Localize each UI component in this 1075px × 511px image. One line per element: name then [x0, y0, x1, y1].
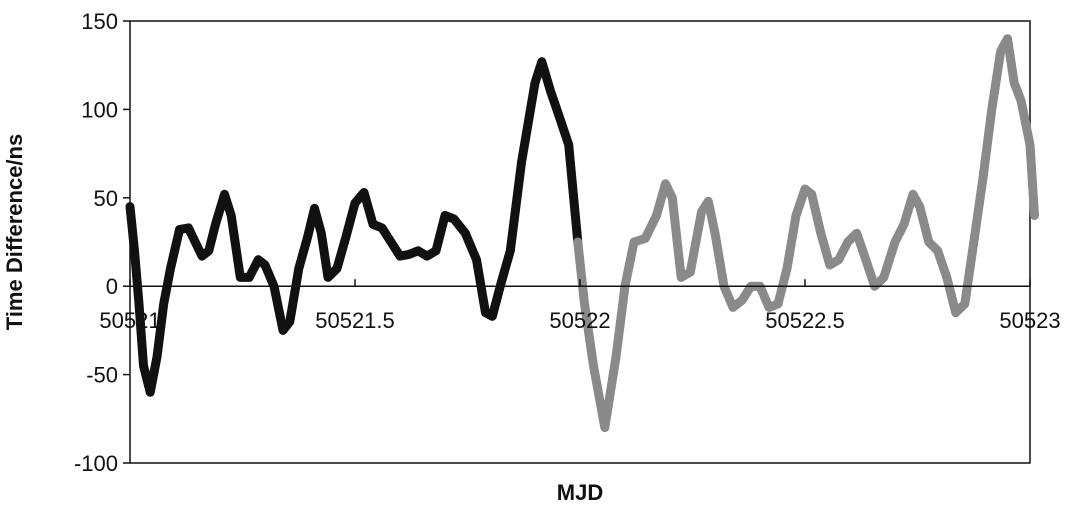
- x-axis-title: MJD: [557, 480, 603, 505]
- y-tick-label: 0: [106, 274, 118, 299]
- x-tick-label: 50521.5: [315, 308, 395, 333]
- y-tick-label: 50: [94, 186, 118, 211]
- y-tick-label: 150: [81, 9, 118, 34]
- series-line-2: [573, 34, 1039, 433]
- x-tick-label: 50521: [99, 308, 160, 333]
- x-tick-label: 50522.5: [765, 308, 845, 333]
- series-line-1: [125, 57, 583, 397]
- y-tick-label: -100: [74, 451, 118, 476]
- x-tick-label: 50522: [549, 308, 610, 333]
- y-tick-label: 100: [81, 97, 118, 122]
- x-tick-label: 50523: [999, 308, 1060, 333]
- y-tick-label: -50: [86, 363, 118, 388]
- y-axis-title: Time Difference/ns: [2, 134, 27, 330]
